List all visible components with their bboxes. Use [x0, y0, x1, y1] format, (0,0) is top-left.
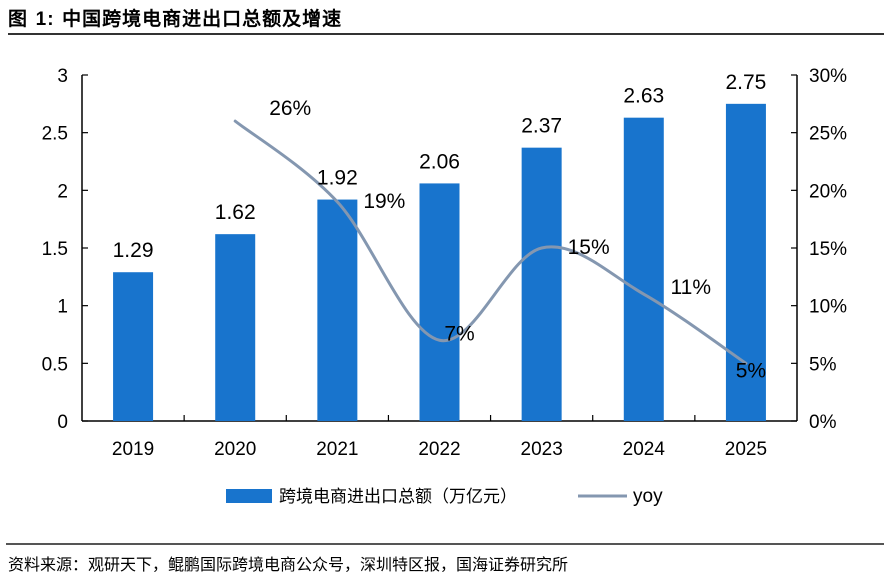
yoy-value-label: 15% — [568, 236, 610, 259]
bar-value-label: 2.37 — [521, 115, 562, 138]
yoy-value-label: 19% — [363, 190, 405, 213]
bar-value-label: 1.62 — [215, 201, 256, 224]
bar-series — [113, 103, 766, 421]
bar — [521, 147, 562, 421]
left-axis-tick-label: 1.5 — [42, 239, 68, 260]
bar — [419, 183, 460, 421]
right-axis-tick-label: 5% — [809, 354, 837, 375]
left-axis-tick-label: 0.5 — [42, 354, 68, 375]
line-series — [233, 119, 748, 365]
bar — [317, 199, 358, 421]
right-axis-tick-label: 10% — [809, 297, 847, 318]
legend: 跨境电商进出口总额（万亿元） yoy — [226, 486, 663, 507]
x-axis-tick-label: 2019 — [112, 439, 154, 460]
figure-title-prefix: 图 — [8, 8, 29, 30]
right-axis-tick-label: 30% — [809, 66, 847, 87]
bar-value-label: 2.06 — [419, 150, 460, 173]
legend-label-bar: 跨境电商进出口总额（万亿元） — [279, 487, 517, 507]
bar — [725, 103, 766, 421]
figure-title-number: 1: — [35, 9, 55, 30]
source-note: 资料来源：观研天下，鲲鹏国际跨境电商公众号，深圳特区报，国海证券研究所 — [8, 555, 569, 574]
x-axis-tick-label: 2023 — [521, 439, 563, 460]
legend-swatch-bar — [226, 489, 272, 503]
left-axis-tick-label: 2.5 — [42, 124, 68, 145]
data-labels: 1.29 1.62 1.92 2.06 2.37 2.63 2.75 26% 19% 7% 15% 1… — [113, 71, 767, 383]
axes: 00.511.522.530%5%10%15%20%25%30%2019 2020… — [42, 66, 848, 460]
left-axis-tick-label: 0 — [57, 412, 68, 433]
bar — [215, 234, 256, 421]
bar — [113, 272, 154, 421]
left-axis-tick-label: 1 — [57, 297, 68, 318]
bar-value-label: 1.92 — [317, 167, 358, 190]
left-axis-tick-label: 3 — [57, 66, 68, 87]
right-axis-tick-label: 0% — [809, 412, 837, 433]
left-axis-tick-label: 2 — [57, 181, 68, 202]
x-axis-tick-label: 2024 — [623, 439, 666, 460]
bar — [623, 117, 664, 421]
yoy-line — [233, 119, 748, 365]
bar-value-label: 2.75 — [725, 71, 766, 94]
title-rule — [8, 33, 884, 35]
x-axis-tick-label: 2020 — [214, 439, 256, 460]
bar-value-label: 2.63 — [623, 85, 664, 108]
bar-value-label: 1.29 — [113, 239, 154, 262]
x-axis-tick-label: 2022 — [418, 439, 460, 460]
source-rule — [6, 543, 884, 545]
yoy-value-label: 7% — [444, 322, 474, 345]
x-axis-tick-label: 2025 — [725, 439, 767, 460]
right-axis-tick-label: 15% — [809, 239, 847, 260]
x-axis-tick-label: 2021 — [316, 439, 358, 460]
yoy-value-label: 11% — [671, 276, 711, 299]
figure-title-text: 中国跨境电商进出口总额及增速 — [62, 8, 343, 30]
figure-title: 图 1: 中国跨境电商进出口总额及增速 — [8, 4, 342, 31]
legend-label-line: yoy — [633, 486, 663, 507]
right-axis-tick-label: 20% — [809, 181, 847, 202]
yoy-value-label: 26% — [269, 97, 311, 120]
yoy-value-label: 5% — [736, 359, 766, 382]
right-axis-tick-label: 25% — [809, 124, 847, 145]
